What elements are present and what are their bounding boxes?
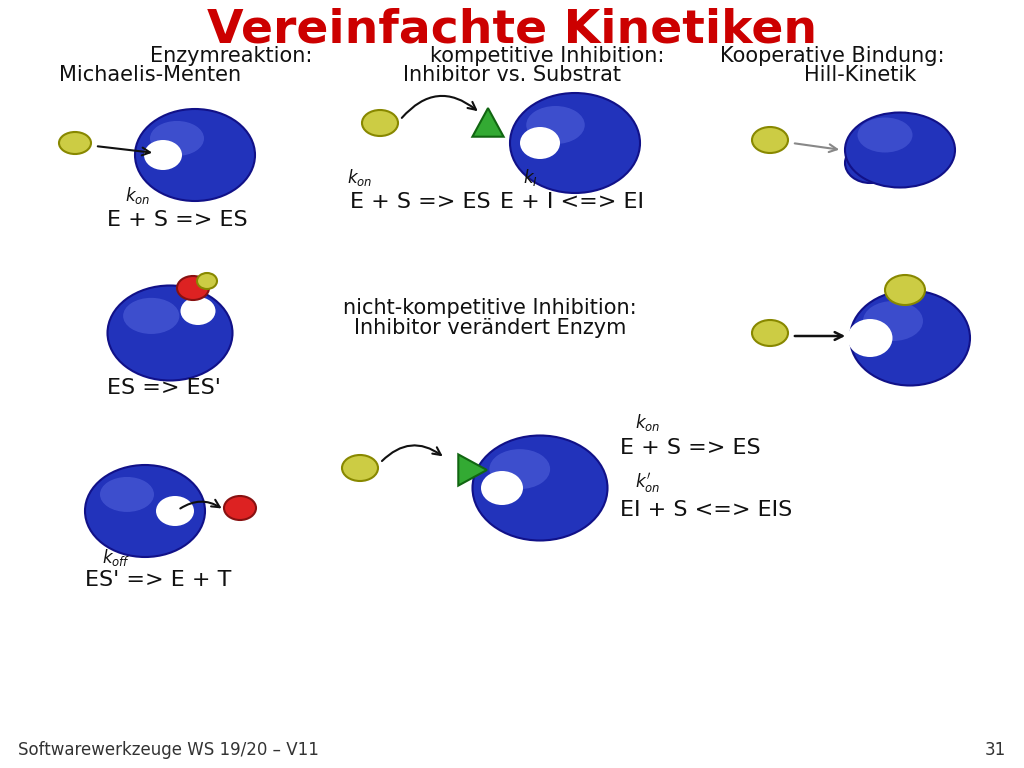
Text: nicht-kompetitive Inhibition:: nicht-kompetitive Inhibition: — [343, 298, 637, 318]
Ellipse shape — [156, 496, 194, 526]
Ellipse shape — [752, 127, 788, 153]
Text: EI + S <=> EIS: EI + S <=> EIS — [620, 500, 793, 520]
Text: Enzymreaktion:: Enzymreaktion: — [150, 46, 312, 66]
Ellipse shape — [848, 319, 893, 357]
Ellipse shape — [85, 465, 205, 557]
Text: Hill-Kinetik: Hill-Kinetik — [804, 65, 916, 85]
Text: $k_{on}$: $k_{on}$ — [635, 412, 660, 433]
Ellipse shape — [510, 93, 640, 193]
Ellipse shape — [472, 435, 607, 541]
Text: $k_{on}$: $k_{on}$ — [125, 185, 151, 206]
Polygon shape — [459, 455, 486, 485]
Text: $k_{on}'$: $k_{on}'$ — [635, 471, 660, 495]
Ellipse shape — [342, 455, 378, 481]
Ellipse shape — [135, 109, 255, 201]
Ellipse shape — [526, 106, 585, 144]
Text: Vereinfachte Kinetiken: Vereinfachte Kinetiken — [207, 8, 817, 52]
Text: 31: 31 — [985, 741, 1006, 759]
Ellipse shape — [100, 477, 154, 512]
Ellipse shape — [752, 320, 788, 346]
Ellipse shape — [108, 286, 232, 380]
Text: Inhibitor verändert Enzym: Inhibitor verändert Enzym — [354, 318, 627, 338]
Ellipse shape — [362, 110, 398, 136]
Text: E + S => ES: E + S => ES — [620, 438, 761, 458]
Text: Softwarewerkzeuge WS 19/20 – V11: Softwarewerkzeuge WS 19/20 – V11 — [18, 741, 318, 759]
Text: E + S => ES: E + S => ES — [350, 192, 490, 212]
Ellipse shape — [845, 112, 955, 187]
Text: E + S => ES: E + S => ES — [106, 210, 248, 230]
Ellipse shape — [144, 140, 182, 170]
Ellipse shape — [863, 301, 923, 341]
Text: $k_I$: $k_I$ — [522, 167, 538, 188]
Ellipse shape — [520, 127, 560, 159]
Text: ES => ES': ES => ES' — [106, 378, 221, 398]
Ellipse shape — [857, 118, 912, 153]
Ellipse shape — [489, 449, 550, 489]
Text: $k_{on}$: $k_{on}$ — [347, 167, 373, 188]
Text: ES' => E + T: ES' => E + T — [85, 570, 231, 590]
Ellipse shape — [123, 298, 179, 334]
Ellipse shape — [224, 496, 256, 520]
Ellipse shape — [845, 143, 895, 183]
Text: E + I <=> EI: E + I <=> EI — [500, 192, 644, 212]
Ellipse shape — [59, 132, 91, 154]
Ellipse shape — [197, 273, 217, 289]
Ellipse shape — [481, 471, 523, 505]
Ellipse shape — [850, 290, 970, 386]
Text: $k_{off}$: $k_{off}$ — [101, 547, 130, 568]
Ellipse shape — [150, 121, 204, 156]
Text: kompetitive Inhibition:: kompetitive Inhibition: — [430, 46, 665, 66]
Text: Michaelis-Menten: Michaelis-Menten — [59, 65, 241, 85]
Polygon shape — [472, 108, 504, 137]
Ellipse shape — [885, 275, 925, 305]
Text: Kooperative Bindung:: Kooperative Bindung: — [720, 46, 944, 66]
Ellipse shape — [177, 276, 209, 300]
Ellipse shape — [180, 297, 215, 325]
Text: Inhibitor vs. Substrat: Inhibitor vs. Substrat — [403, 65, 621, 85]
